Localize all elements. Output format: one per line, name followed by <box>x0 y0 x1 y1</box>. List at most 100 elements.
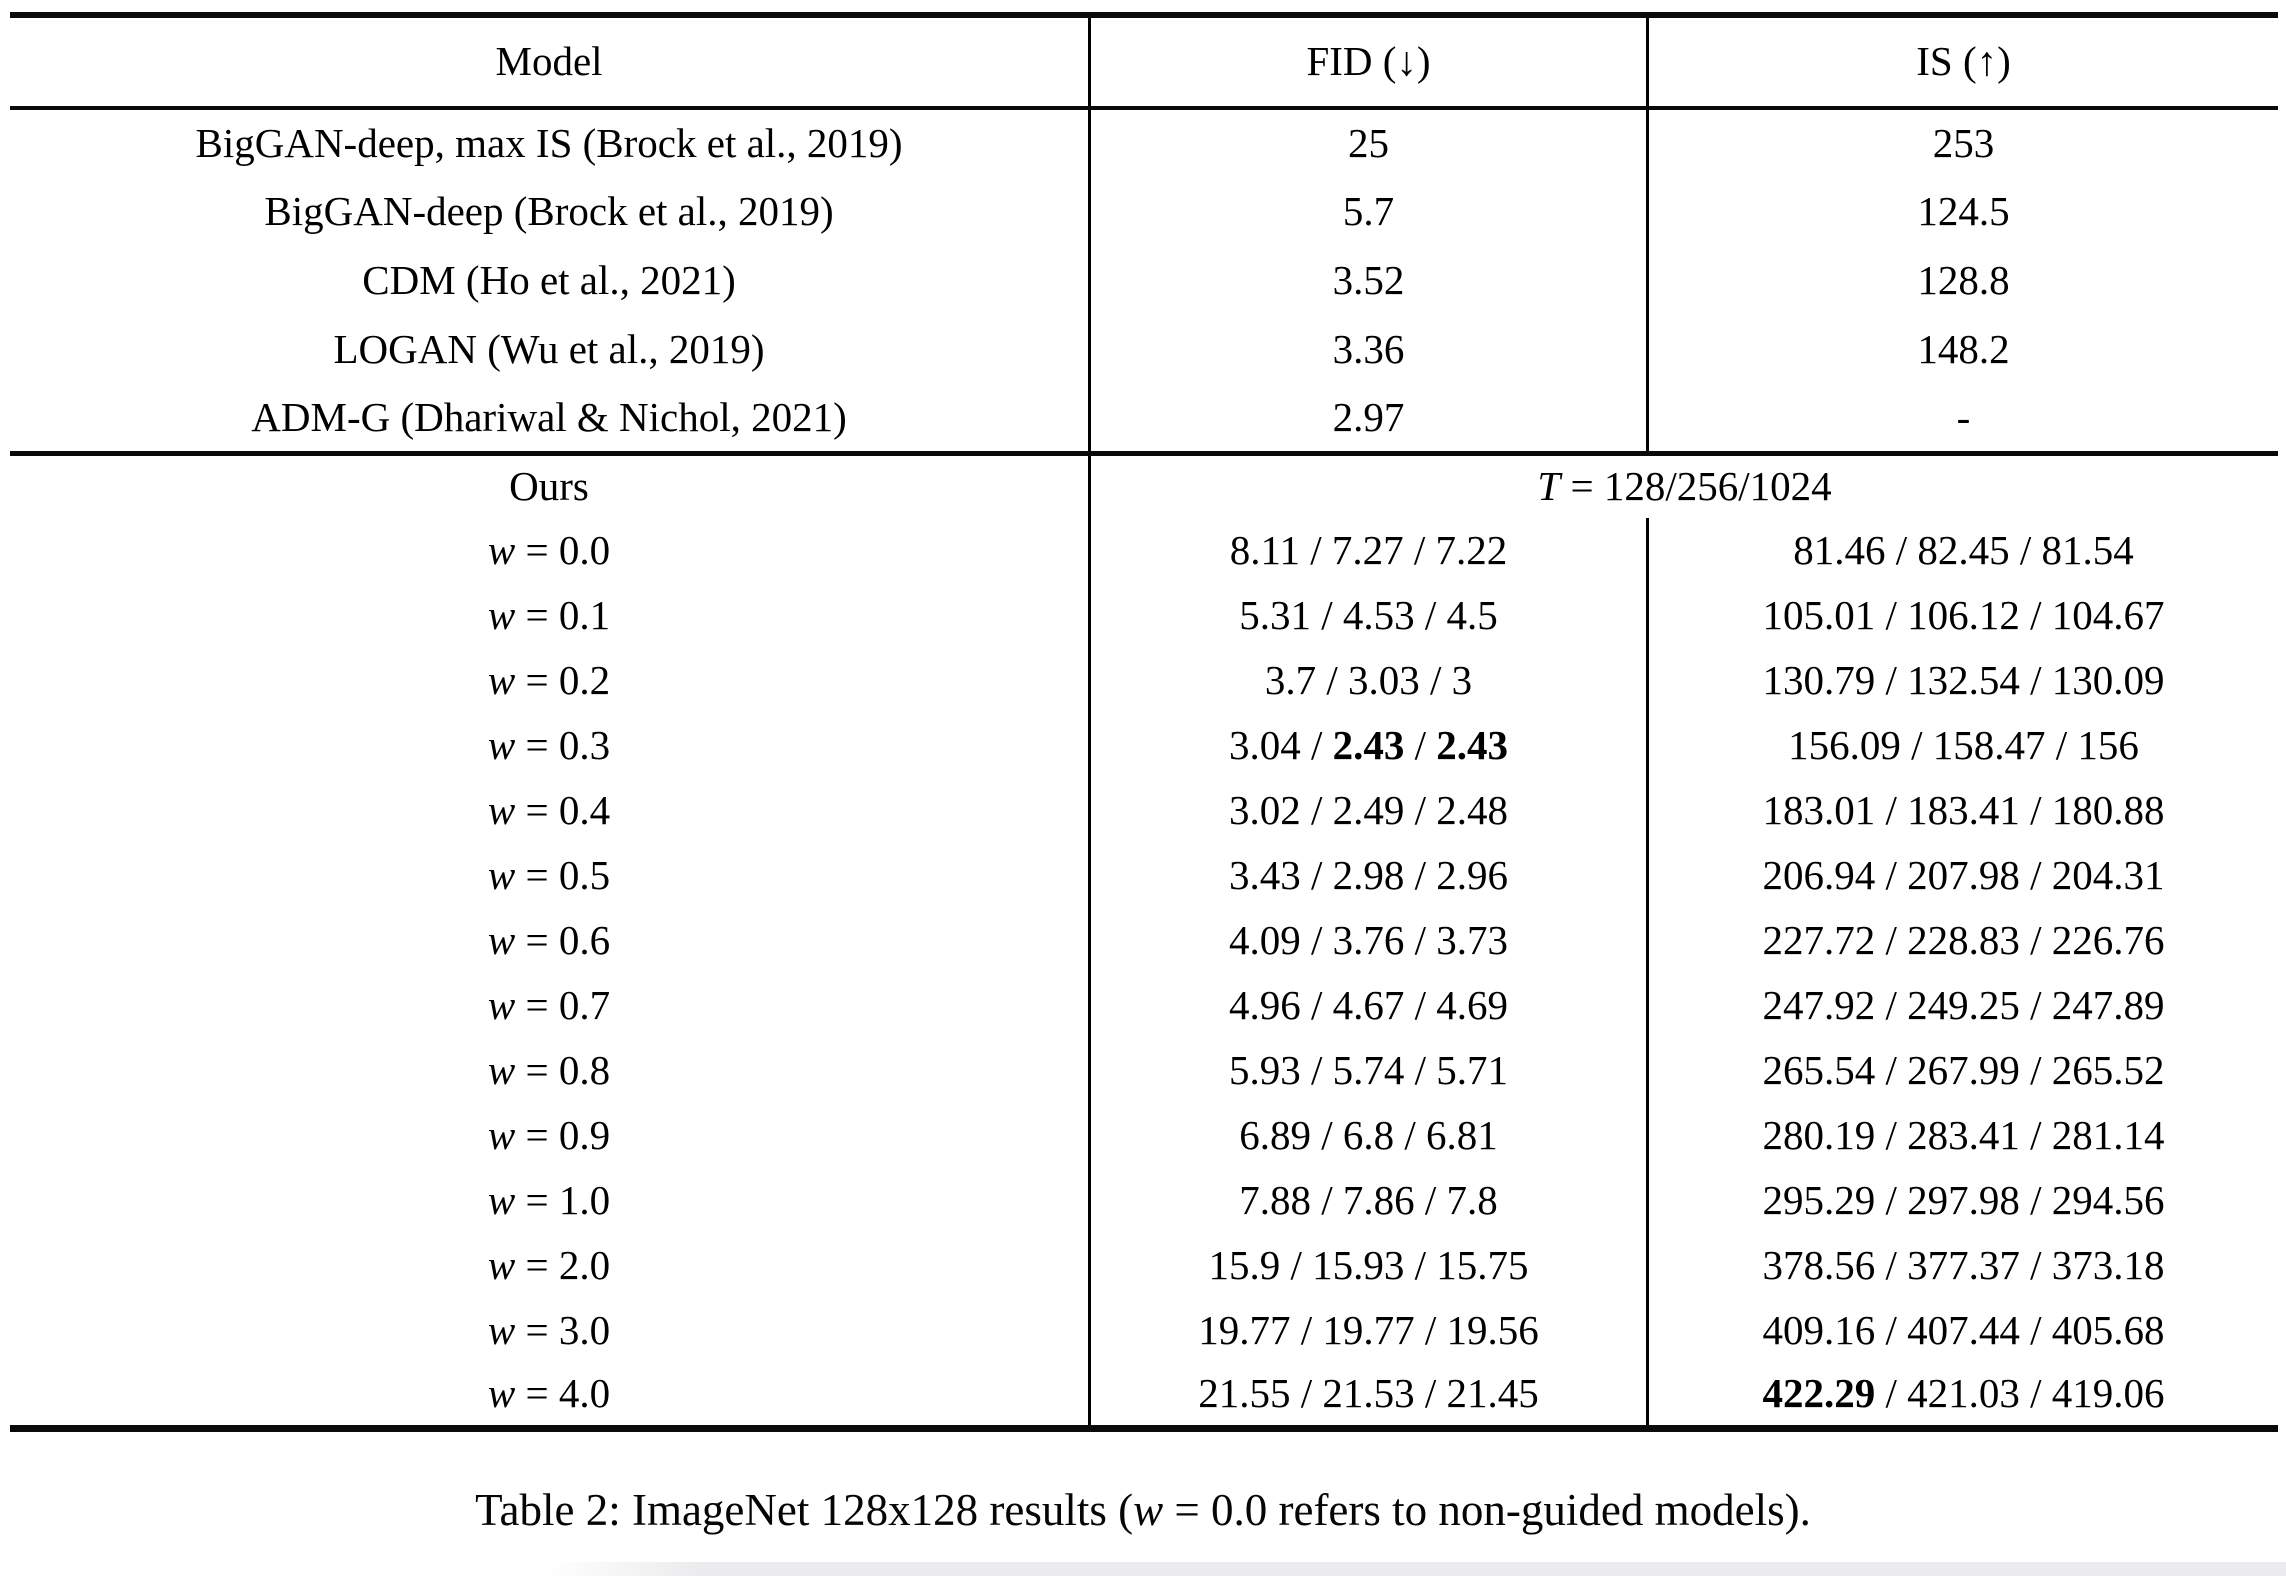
w-label-cell: w = 0.7 <box>487 981 611 1028</box>
is-cell: 105.01 / 106.12 / 104.67 <box>1645 583 2278 648</box>
baseline-row: CDM (Ho et al., 2021) 3.52 128.8 <box>10 246 2278 315</box>
w-label-cell: w = 3.0 <box>487 1306 611 1353</box>
baseline-rows-body: BigGAN-deep, max IS (Brock et al., 2019)… <box>10 108 2278 453</box>
ours-row: w = 0.9 6.89 / 6.8 / 6.81 280.19 / 283.41 … <box>10 1103 2278 1168</box>
is-cell: 183.01 / 183.41 / 180.88 <box>1645 778 2278 843</box>
ours-row: w = 4.0 21.55 / 21.53 / 21.45 422.29 / 421… <box>10 1363 2278 1428</box>
w-variable: w <box>487 656 516 703</box>
w-label-cell: w = 0.3 <box>487 721 611 768</box>
ours-row: w = 0.2 3.7 / 3.03 / 3 130.79 / 132.54 / 1… <box>10 648 2278 713</box>
model-cell: ADM-G (Dhariwal & Nichol, 2021) <box>251 393 847 440</box>
fid-cell: 4.09 / 3.76 / 3.73 <box>1088 908 1648 973</box>
w-label-cell: w = 0.8 <box>487 1046 611 1093</box>
w-variable: w <box>487 526 516 573</box>
caption-prefix: Table 2: ImageNet 128x128 results ( <box>475 1485 1134 1535</box>
fid-cell: 5.93 / 5.74 / 5.71 <box>1088 1038 1648 1103</box>
w-label-cell: w = 4.0 <box>487 1370 611 1417</box>
fid-cell: 5.31 / 4.53 / 4.5 <box>1088 583 1648 648</box>
fid-cell: 19.77 / 19.77 / 19.56 <box>1088 1298 1648 1363</box>
ours-row: w = 2.0 15.9 / 15.93 / 15.75 378.56 / 377.… <box>10 1233 2278 1298</box>
ours-row: w = 0.4 3.02 / 2.49 / 2.48 183.01 / 183.41… <box>10 778 2278 843</box>
model-cell: BigGAN-deep (Brock et al., 2019) <box>264 187 834 234</box>
fid-cell: 3.43 / 2.98 / 2.96 <box>1088 843 1648 908</box>
is-cell: 227.72 / 228.83 / 226.76 <box>1645 908 2278 973</box>
ours-row: w = 0.0 8.11 / 7.27 / 7.22 81.46 / 82.45 /… <box>10 518 2278 583</box>
model-cell: CDM (Ho et al., 2021) <box>362 256 736 303</box>
w-label-cell: w = 0.6 <box>487 916 611 963</box>
is-cell: 265.54 / 267.99 / 265.52 <box>1645 1038 2278 1103</box>
model-cell: BigGAN-deep, max IS (Brock et al., 2019) <box>195 119 903 166</box>
w-label-cell: w = 0.2 <box>487 656 611 703</box>
fid-cell: 3.02 / 2.49 / 2.48 <box>1088 778 1648 843</box>
is-cell: 378.56 / 377.37 / 373.18 <box>1645 1233 2278 1298</box>
ours-row: w = 0.6 4.09 / 3.76 / 3.73 227.72 / 228.83… <box>10 908 2278 973</box>
caption-suffix: = 0.0 refers to non-guided models). <box>1163 1485 1811 1535</box>
fid-cell: 2.97 <box>1088 384 1648 453</box>
w-variable: w <box>487 1306 516 1353</box>
w-variable: w <box>487 916 516 963</box>
caption-w-variable: w <box>1133 1485 1164 1535</box>
is-cell: 295.29 / 297.98 / 294.56 <box>1645 1168 2278 1233</box>
header-row: Model FID (↓) IS (↑) <box>10 15 2278 110</box>
w-label-cell: w = 1.0 <box>487 1176 611 1223</box>
w-label-cell: w = 0.1 <box>487 591 611 638</box>
ours-header-row: Ours T = 128/256/1024 <box>10 453 2278 518</box>
w-variable: w <box>487 591 516 638</box>
fid-cell: 7.88 / 7.86 / 7.8 <box>1088 1168 1648 1233</box>
is-cell: 81.46 / 82.45 / 81.54 <box>1645 518 2278 583</box>
table-header: Model FID (↓) IS (↑) <box>10 15 2278 110</box>
fid-cell: 3.7 / 3.03 / 3 <box>1088 648 1648 713</box>
table-caption: Table 2: ImageNet 128x128 results (w = 0… <box>0 1484 2286 1536</box>
w-variable: w <box>487 1111 516 1158</box>
t-variable: T <box>1537 463 1561 510</box>
w-variable: w <box>487 786 516 833</box>
is-cell: 253 <box>1645 108 2278 177</box>
w-variable: w <box>487 981 516 1028</box>
baseline-row: LOGAN (Wu et al., 2019) 3.36 148.2 <box>10 315 2278 384</box>
fid-cell: 21.55 / 21.53 / 21.45 <box>1088 1363 1648 1428</box>
is-cell: 280.19 / 283.41 / 281.14 <box>1645 1103 2278 1168</box>
w-variable: w <box>487 1241 516 1288</box>
header-is: IS (↑) <box>1645 15 2278 110</box>
w-label-cell: w = 0.5 <box>487 851 611 898</box>
is-cell: 409.16 / 407.44 / 405.68 <box>1645 1298 2278 1363</box>
is-cell: 422.29 / 421.03 / 419.06 <box>1645 1363 2278 1428</box>
is-cell: 247.92 / 249.25 / 247.89 <box>1645 973 2278 1038</box>
w-label-cell: w = 0.0 <box>487 526 611 573</box>
ours-row: w = 0.5 3.43 / 2.98 / 2.96 206.94 / 207.98… <box>10 843 2278 908</box>
ours-row: w = 1.0 7.88 / 7.86 / 7.8 295.29 / 297.98 … <box>10 1168 2278 1233</box>
fid-cell: 3.36 <box>1088 315 1648 384</box>
ours-row: w = 0.1 5.31 / 4.53 / 4.5 105.01 / 106.12 … <box>10 583 2278 648</box>
fid-cell: 25 <box>1088 108 1648 177</box>
is-cell: 206.94 / 207.98 / 204.31 <box>1645 843 2278 908</box>
ours-rows-body: Ours T = 128/256/1024 w = 0.0 8.11 / 7.27… <box>10 453 2278 1428</box>
fid-cell: 8.11 / 7.27 / 7.22 <box>1088 518 1648 583</box>
fid-cell: 15.9 / 15.93 / 15.75 <box>1088 1233 1648 1298</box>
fid-cell: 4.96 / 4.67 / 4.69 <box>1088 973 1648 1038</box>
t-rest: = 128/256/1024 <box>1560 463 1832 510</box>
w-label-cell: w = 0.9 <box>487 1111 611 1158</box>
baseline-row: BigGAN-deep, max IS (Brock et al., 2019)… <box>10 108 2278 177</box>
fid-cell: 3.52 <box>1088 246 1648 315</box>
w-variable: w <box>487 1046 516 1093</box>
w-variable: w <box>487 1176 516 1223</box>
ours-label-cell: Ours <box>509 463 589 510</box>
model-cell: LOGAN (Wu et al., 2019) <box>333 325 765 372</box>
w-variable: w <box>487 1370 516 1417</box>
is-cell: 156.09 / 158.47 / 156 <box>1645 713 2278 778</box>
is-cell: 124.5 <box>1645 177 2278 246</box>
ours-row: w = 3.0 19.77 / 19.77 / 19.56 409.16 / 407… <box>10 1298 2278 1363</box>
w-label-cell: w = 0.4 <box>487 786 611 833</box>
t-span-cell: T = 128/256/1024 <box>1088 453 2278 518</box>
header-fid: FID (↓) <box>1088 15 1648 110</box>
w-label-cell: w = 2.0 <box>487 1241 611 1288</box>
ours-row: w = 0.7 4.96 / 4.67 / 4.69 247.92 / 249.25… <box>10 973 2278 1038</box>
w-variable: w <box>487 721 516 768</box>
bottom-edge-strip <box>545 1562 2286 1576</box>
fid-cell: 6.89 / 6.8 / 6.81 <box>1088 1103 1648 1168</box>
header-model: Model <box>10 15 1090 110</box>
is-cell: 148.2 <box>1645 315 2278 384</box>
ours-row: w = 0.3 3.04 / 2.43 / 2.43 156.09 / 158.47… <box>10 713 2278 778</box>
ours-row: w = 0.8 5.93 / 5.74 / 5.71 265.54 / 267.99… <box>10 1038 2278 1103</box>
